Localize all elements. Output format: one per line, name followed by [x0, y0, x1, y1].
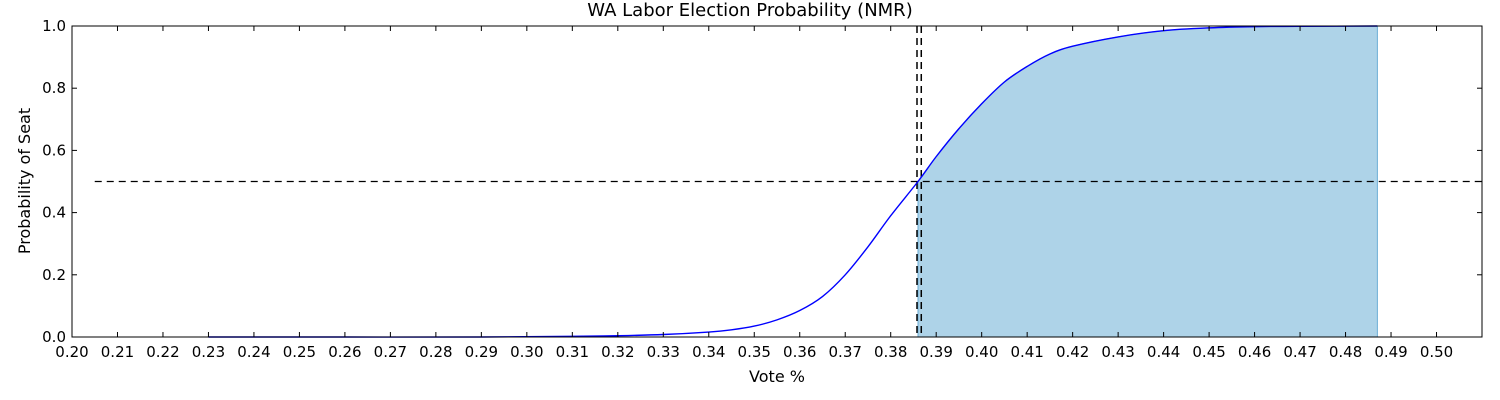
y-axis-label: Probability of Seat [15, 108, 34, 254]
plot-area [94, 25, 1482, 338]
x-tick-label: 0.50 [1420, 343, 1453, 361]
y-tick-label: 0.0 [42, 328, 66, 346]
y-tick-label: 0.6 [42, 141, 66, 159]
x-tick-label: 0.38 [874, 343, 907, 361]
x-tick-label: 0.34 [692, 343, 725, 361]
x-tick-label: 0.36 [783, 343, 816, 361]
x-tick-label: 0.42 [1056, 343, 1089, 361]
x-tick-label: 0.32 [601, 343, 634, 361]
x-tick-label: 0.29 [465, 343, 498, 361]
x-tick-label: 0.23 [192, 343, 225, 361]
x-tick-label: 0.26 [328, 343, 361, 361]
x-tick-label: 0.30 [510, 343, 543, 361]
axis-ticks: 0.20 0.21 0.22 0.23 0.24 0.25 0.26 0.27 0.28 0.29… [42, 17, 1482, 361]
x-tick-label: 0.39 [919, 343, 952, 361]
x-tick-label: 0.33 [647, 343, 680, 361]
chart-title: WA Labor Election Probability (NMR) [587, 0, 912, 21]
plot-frame [71, 25, 1483, 338]
x-tick-label: 0.45 [1192, 343, 1225, 361]
x-tick-label: 0.21 [101, 343, 134, 361]
y-tick-label: 0.8 [42, 79, 66, 97]
x-tick-label: 0.47 [1283, 343, 1316, 361]
y-tick-label: 0.4 [42, 204, 66, 222]
x-tick-label: 0.31 [556, 343, 589, 361]
x-tick-label: 0.44 [1147, 343, 1180, 361]
x-tick-label: 0.28 [419, 343, 452, 361]
x-tick-label: 0.37 [829, 343, 862, 361]
x-tick-label: 0.49 [1374, 343, 1407, 361]
x-tick-label: 0.40 [965, 343, 998, 361]
x-tick-label: 0.41 [1010, 343, 1043, 361]
x-tick-label: 0.27 [374, 343, 407, 361]
x-tick-label: 0.43 [1101, 343, 1134, 361]
y-tick-label: 1.0 [42, 17, 66, 35]
x-tick-label: 0.46 [1238, 343, 1271, 361]
x-tick-label: 0.24 [237, 343, 270, 361]
x-tick-label: 0.48 [1329, 343, 1362, 361]
probability-curve [208, 25, 1378, 338]
y-tick-label: 0.2 [42, 266, 66, 284]
x-tick-label: 0.25 [283, 343, 316, 361]
x-tick-label: 0.35 [738, 343, 771, 361]
x-tick-label: 0.20 [55, 343, 88, 361]
x-axis-label: Vote % [749, 367, 805, 386]
x-tick-label: 0.22 [146, 343, 179, 361]
